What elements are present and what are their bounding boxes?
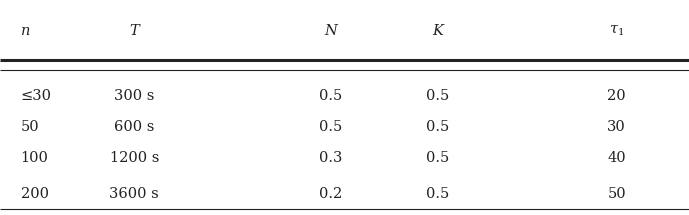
Text: n: n [21, 24, 30, 38]
Text: 40: 40 [607, 151, 626, 165]
Text: 1200 s: 1200 s [110, 151, 159, 165]
Text: $\tau_1$: $\tau_1$ [609, 24, 624, 38]
Text: 30: 30 [607, 120, 626, 134]
Text: 300 s: 300 s [114, 89, 154, 103]
Text: N: N [325, 24, 337, 38]
Text: T: T [130, 24, 139, 38]
Text: 0.5: 0.5 [426, 186, 449, 201]
Text: ≤30: ≤30 [21, 89, 52, 103]
Text: 0.5: 0.5 [426, 151, 449, 165]
Text: 50: 50 [21, 120, 39, 134]
Text: K: K [432, 24, 443, 38]
Text: 200: 200 [21, 186, 49, 201]
Text: 50: 50 [607, 186, 626, 201]
Text: 600 s: 600 s [114, 120, 154, 134]
Text: 100: 100 [21, 151, 48, 165]
Text: 0.5: 0.5 [426, 120, 449, 134]
Text: 0.3: 0.3 [319, 151, 342, 165]
Text: 20: 20 [607, 89, 626, 103]
Text: 0.5: 0.5 [319, 89, 342, 103]
Text: 0.5: 0.5 [426, 89, 449, 103]
Text: 0.5: 0.5 [319, 120, 342, 134]
Text: 3600 s: 3600 s [110, 186, 159, 201]
Text: 0.2: 0.2 [319, 186, 342, 201]
